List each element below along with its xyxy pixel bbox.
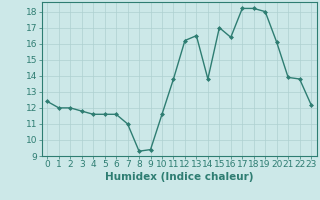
X-axis label: Humidex (Indice chaleur): Humidex (Indice chaleur): [105, 172, 253, 182]
